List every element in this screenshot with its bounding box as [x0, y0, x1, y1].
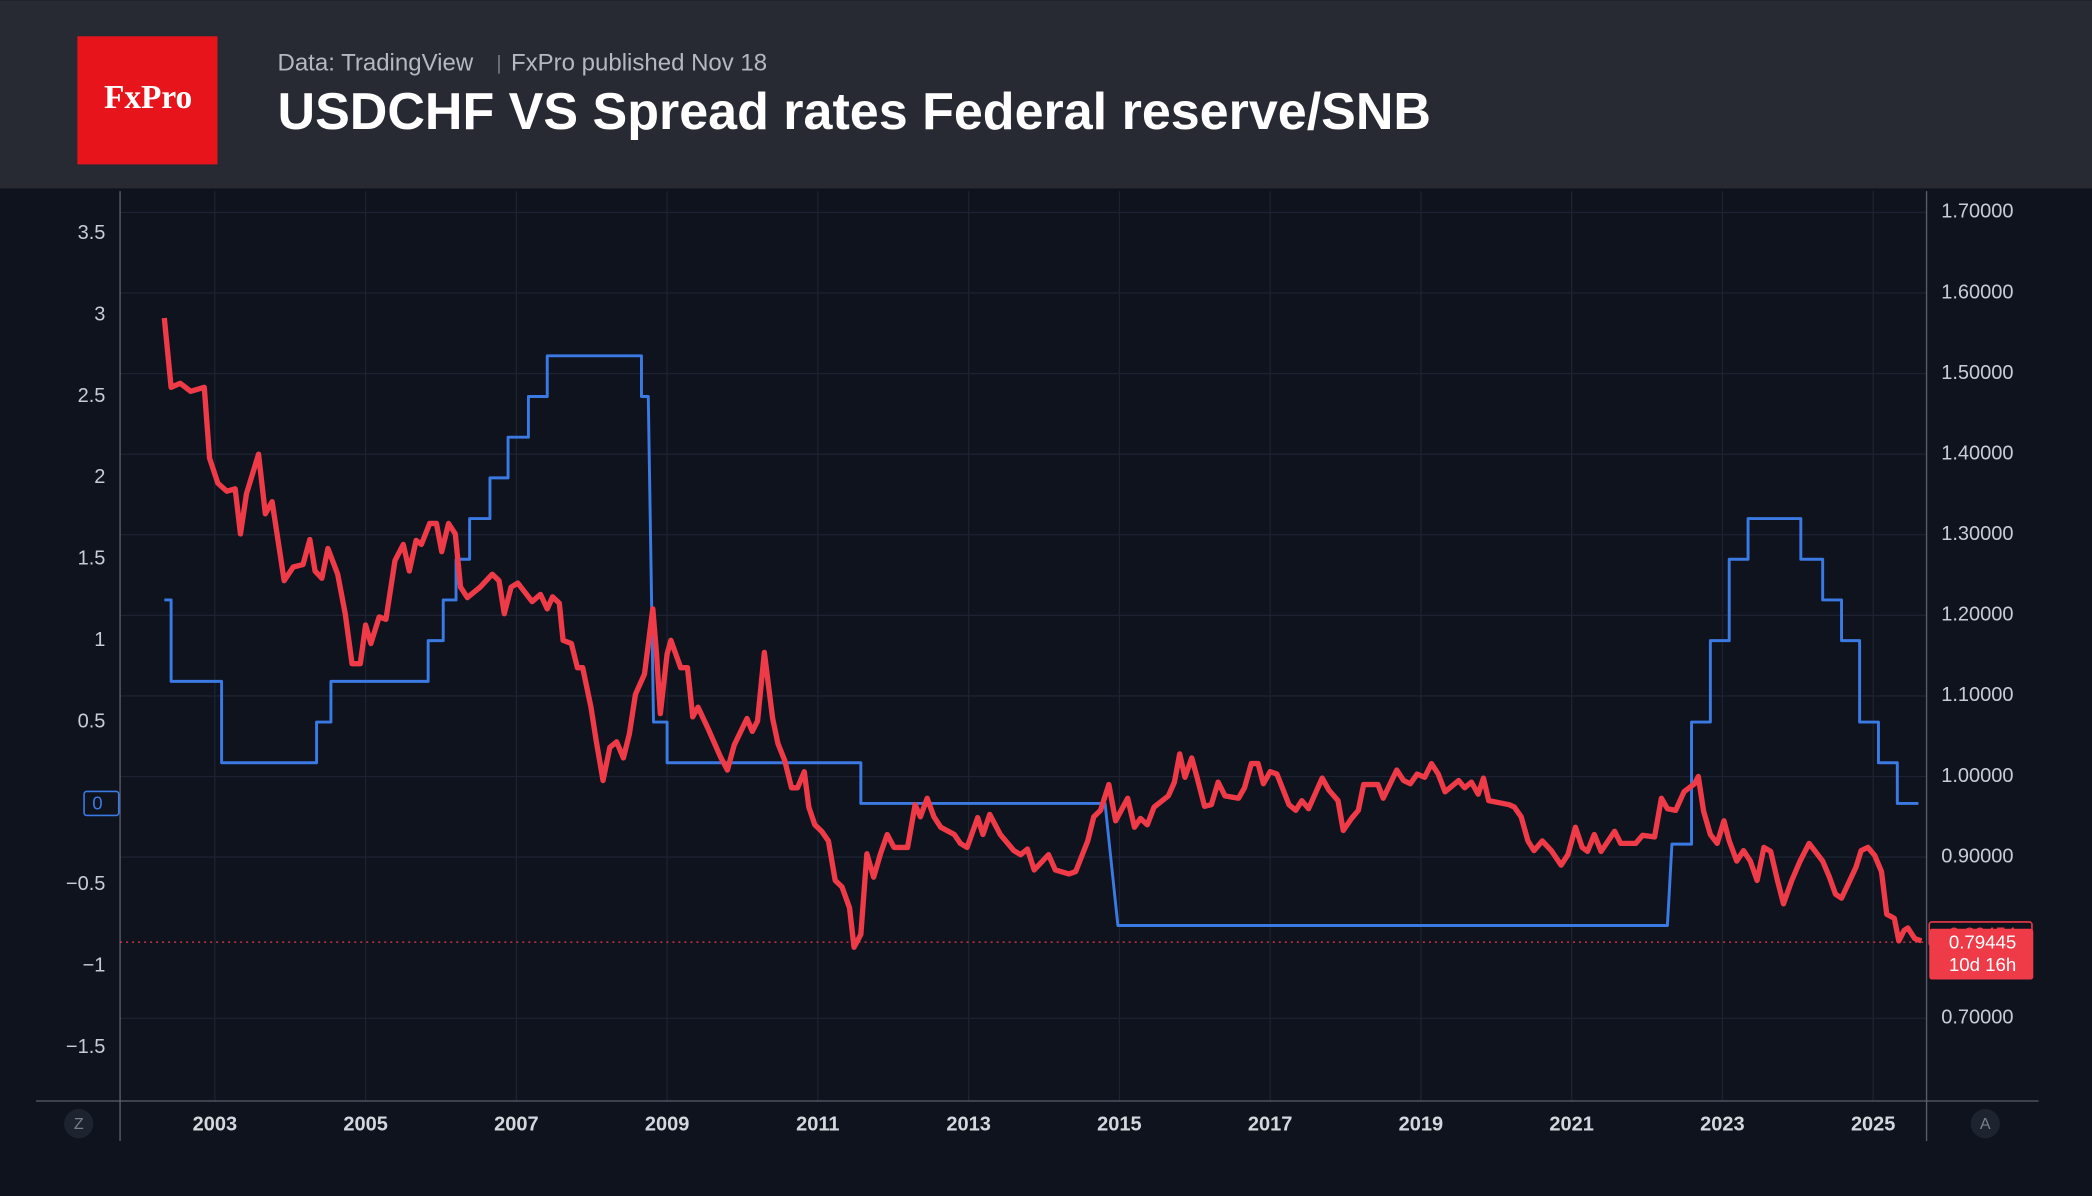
y2-tick-label: 0.70000	[1941, 1007, 2013, 1029]
plot	[120, 317, 1927, 950]
series-line	[164, 354, 1919, 927]
control-button[interactable]	[64, 1108, 94, 1139]
y2-tick-label: 1.60000	[1941, 281, 2013, 303]
price-marker-note: 10d 16h	[1949, 954, 2016, 975]
published: FxPro published Nov 18	[511, 50, 767, 77]
x-tick-label: 2023	[1700, 1113, 1745, 1135]
y-tick-label: 2.5	[78, 385, 106, 407]
y2-tick-label: 1.50000	[1941, 362, 2013, 384]
y-tick-label: 2	[94, 466, 105, 488]
header-bar	[0, 0, 2092, 189]
y-tick-label: 3	[94, 303, 105, 325]
y2-tick-label: 1.30000	[1941, 523, 2013, 545]
x-tick-label: 2009	[645, 1113, 690, 1135]
x-tick-label: 2019	[1399, 1113, 1444, 1135]
y-tick-label: −0.5	[66, 873, 105, 895]
y-tick-label: 0.5	[78, 710, 106, 732]
control-button[interactable]	[1970, 1108, 2000, 1139]
x-tick-label: 2021	[1549, 1113, 1594, 1135]
chart-title: USDCHF VS Spread rates Federal reserve/S…	[278, 83, 1432, 141]
value-marker	[83, 790, 120, 817]
x-tick-label: 2007	[494, 1113, 539, 1135]
x-tick-label: 2017	[1248, 1113, 1293, 1135]
y-tick-label: 1	[94, 629, 105, 651]
price-marker-label: 0.79445	[1949, 931, 2016, 952]
series-line	[161, 317, 1923, 950]
x-tick-label: 2025	[1851, 1113, 1896, 1135]
logo-box	[77, 36, 218, 165]
x-tick-label: 2003	[193, 1113, 238, 1135]
value-marker-label: 0	[92, 793, 102, 814]
x-tick-label: 2005	[343, 1113, 388, 1135]
y2-tick-label: 1.10000	[1941, 684, 2013, 706]
y2-tick-label: 0.90000	[1941, 845, 2013, 867]
source: Data: TradingView	[278, 50, 474, 77]
x-tick-label: 2013	[946, 1113, 990, 1135]
y2-tick-label: 1.20000	[1941, 604, 2013, 626]
y-tick-label: 1.5	[78, 548, 106, 570]
control-label[interactable]: A	[1980, 1116, 1991, 1133]
y2-tick-label: 1.00000	[1941, 765, 2013, 787]
y-tick-label: 3.5	[78, 222, 106, 244]
x-tick-label: 2015	[1097, 1113, 1142, 1135]
logo: FxPro	[104, 79, 192, 116]
price-marker	[1929, 928, 2034, 980]
y2-tick-label: 1.70000	[1941, 201, 2013, 223]
y-tick-label: −1	[83, 954, 106, 976]
y2-tick-label: 1.40000	[1941, 442, 2013, 464]
x-tick-label: 2011	[796, 1113, 839, 1135]
y-tick-label: −1.5	[66, 1036, 105, 1058]
control-label[interactable]: Z	[74, 1116, 84, 1133]
